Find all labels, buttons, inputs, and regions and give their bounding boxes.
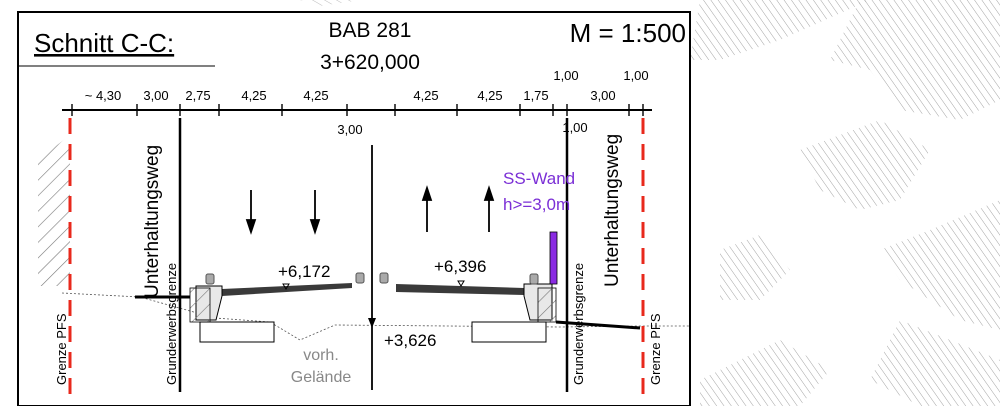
road-name: BAB 281 <box>329 19 412 42</box>
unterhaltungsweg-left-label: Unterhaltungsweg <box>142 145 163 298</box>
grunderwerbsgrenze-left-label: Grunderwerbsgrenze <box>164 263 179 385</box>
elevation-ground: +3,626 <box>384 331 436 350</box>
ss-wand-height-label: h>=3,0m <box>503 195 570 214</box>
ss-wand-label: SS-Wand <box>503 169 575 188</box>
dim-label: ~ 4,30 <box>85 88 122 103</box>
left-embankment-hatch <box>38 135 70 286</box>
elevation-right: +6,396 <box>434 257 486 276</box>
section-title: Schnitt C-C: <box>34 28 174 58</box>
grunderwerbsgrenze-right-label: Grunderwerbsgrenze <box>571 263 586 385</box>
dimension-chain: ~ 4,30 3,00 2,75 4,25 4,25 4,25 4,25 1,7… <box>62 68 652 137</box>
dim-label: 4,25 <box>477 88 502 103</box>
inner-dimension-label: 1,00 <box>562 120 587 135</box>
grenze-pfs-right-label: Grenze PFS <box>648 313 663 385</box>
bridge-superstructure <box>135 272 641 343</box>
dim-label: 1,75 <box>523 88 548 103</box>
dim-label: 3,00 <box>590 88 615 103</box>
dim-label: 4,25 <box>303 88 328 103</box>
background-hatch <box>300 0 1000 406</box>
terrain-label-vorh: vorh. <box>303 347 339 364</box>
unterhaltungsweg-right-label: Unterhaltungsweg <box>602 134 623 287</box>
grenze-pfs-left-label: Grenze PFS <box>54 313 69 385</box>
ground-level-marker <box>368 318 376 328</box>
dim-label: 4,25 <box>241 88 266 103</box>
drawing-frame <box>17 11 691 407</box>
station-label: 3+620,000 <box>320 51 420 74</box>
center-dimension-label: 3,00 <box>337 122 362 137</box>
traffic-arrows <box>245 185 495 235</box>
dim-label: 2,75 <box>185 88 210 103</box>
dim-label: 3,00 <box>143 88 168 103</box>
dim-label: 1,00 <box>623 68 648 83</box>
dim-label: 1,00 <box>553 68 578 83</box>
dim-label: 4,25 <box>413 88 438 103</box>
scale-label: M = 1:500 <box>570 18 686 48</box>
terrain-label-gelaende: Gelände <box>291 369 352 386</box>
noise-barrier-wall <box>549 231 558 285</box>
existing-terrain <box>61 292 690 341</box>
elevation-left: +6,172 <box>278 262 330 281</box>
pfs-boundary-lines <box>68 118 645 395</box>
